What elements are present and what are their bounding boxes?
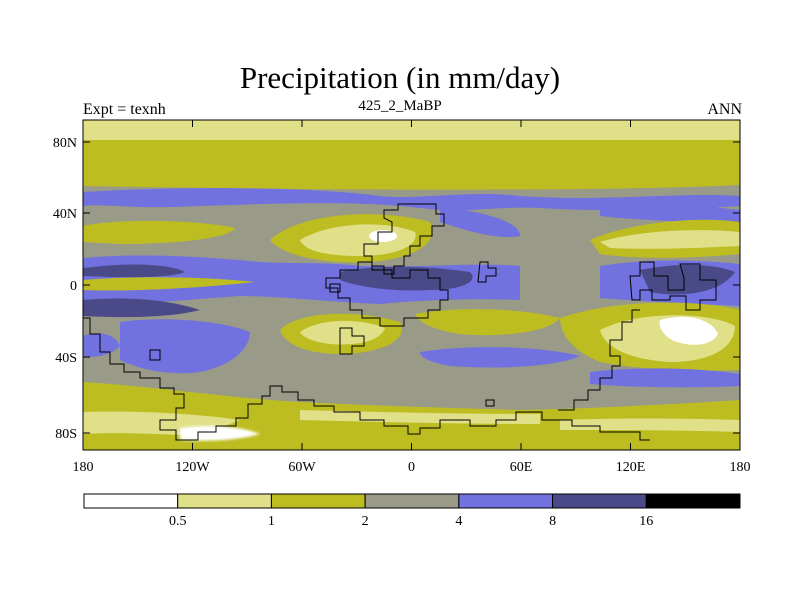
colorbar-label: 1 [268,514,275,529]
colorbar-swatch [177,493,272,509]
lat-tick-label: 80S [55,427,77,442]
experiment-label: Expt = texnh [83,101,166,118]
season-label: ANN [707,101,742,118]
colorbar-swatch [270,493,366,509]
coastlines [83,203,717,441]
lon-tick-label: 180 [730,460,751,475]
lat-tick-label: 0 [70,279,77,294]
colorbar: 0.5 1 2 4 8 16 [83,493,741,529]
lat-tick-label: 40N [53,207,77,222]
colorbar-swatch [458,493,554,509]
lon-tick-label: 120W [175,460,210,475]
colorbar-swatch [552,493,647,509]
plot-title: Precipitation (in mm/day) [239,60,561,95]
lon-tick-label: 60W [288,460,316,475]
lon-tick-label: 0 [408,460,415,475]
colorbar-label: 2 [362,514,369,529]
colorbar-label: 16 [639,514,653,529]
colorbar-label: 4 [455,514,462,529]
colorbar-swatch [364,493,460,509]
lon-tick-label: 120E [616,460,646,475]
precipitation-field [83,120,740,450]
lat-tick-label: 40S [55,351,77,366]
lon-tick-label: 60E [510,460,533,475]
colorbar-swatch [83,493,179,509]
lat-tick-label: 80N [53,136,77,151]
latitude-axis: 80N 40N 0 40S 80S [53,136,740,442]
lon-tick-label: 180 [73,460,94,475]
colorbar-label: 8 [549,514,556,529]
colorbar-swatch [645,493,741,509]
colorbar-label: 0.5 [169,514,187,529]
period-label: 425_2_MaBP [358,98,442,114]
longitude-axis: 180 120W 60W 0 60E 120E 180 [73,120,751,475]
